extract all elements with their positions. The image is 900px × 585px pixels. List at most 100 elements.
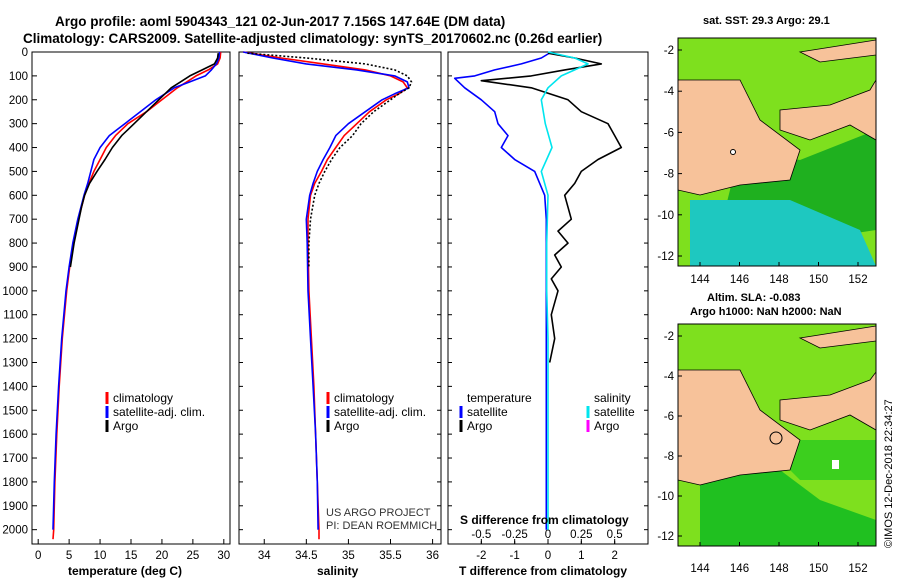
t-difference-x-axis: -2 -1 0 1 2	[476, 539, 618, 562]
x-tick-label: 35.5	[379, 550, 401, 562]
sst-land-new-ireland	[798, 39, 876, 63]
credit-line-2: PI: DEAN ROEMMICH	[326, 520, 437, 532]
series-line-s-satellite	[540, 51, 589, 530]
map-y-tick-label: -4	[664, 371, 675, 383]
series-line-climatology	[52, 51, 222, 540]
x2-tick-label: 0.25	[570, 529, 592, 541]
s-difference-x-axis: -0.5 -0.25 0 0.25 0.5	[471, 529, 623, 544]
series-line-satellite-adj-clim-	[243, 51, 410, 530]
salinity-series	[243, 51, 413, 540]
title-line-2: Climatology: CARS2009. Satellite-adjuste…	[23, 31, 602, 46]
sla-land-new-guinea	[678, 369, 801, 486]
x-tick-label: 35	[342, 550, 355, 562]
x-tick-label: 30	[217, 550, 230, 562]
map-y-tick-label: -10	[657, 491, 674, 503]
x2-tick-label: -0.25	[502, 529, 528, 541]
map-x-tick-label: 148	[769, 563, 788, 575]
map-y-tick-label: -6	[664, 411, 674, 423]
sla-map-title-line-1: Altim. SLA: -0.083	[707, 292, 801, 304]
depth-tick-label: 1800	[2, 477, 28, 489]
depth-tick-label: 1100	[3, 310, 28, 322]
x-tick-label: 25	[186, 550, 199, 562]
map-x-tick-label: 152	[848, 563, 867, 575]
salinity-plot-frame	[238, 51, 442, 545]
temperature-series	[52, 51, 222, 540]
s-difference-xlabel: S difference from climatology	[460, 513, 629, 527]
map-y-tick-label: -2	[664, 331, 674, 343]
series-line-argo	[247, 52, 413, 267]
legend-climatology: climatology	[113, 391, 173, 405]
sst-map-frame	[677, 37, 877, 267]
map-y-tick-label: -4	[664, 86, 675, 98]
map-x-tick-label: 144	[690, 563, 710, 575]
legend-title-temperature: temperature	[467, 391, 532, 405]
map-x-tick-label: 148	[769, 274, 788, 286]
depth-tick-label: 300	[9, 119, 28, 131]
temperature-xlabel: temperature (deg C)	[68, 564, 182, 578]
map-x-tick-label: 146	[730, 563, 749, 575]
x-tick-label: 36	[426, 550, 439, 562]
depth-tick-label: 500	[9, 166, 28, 178]
sst-map-x-axis: 144 146 148 150 152	[690, 262, 868, 286]
x-tick-label: 10	[94, 550, 107, 562]
sla-missing-data-patch	[832, 460, 839, 469]
legend-s-argo: Argo	[594, 419, 620, 433]
depth-axis: 0 100 200 300 400 500 600 700 800 900 1000 1100 1200…	[2, 47, 648, 537]
series-line-t-satellite	[453, 51, 552, 530]
salinity-panel: 34 34.5 35 35.5 36 salinity climatology sate…	[238, 51, 442, 578]
depth-tick-label: 1300	[2, 357, 28, 369]
sla-map-frame	[677, 323, 877, 547]
depth-tick-label: 1500	[2, 405, 28, 417]
legend-t-satellite: satellite	[467, 405, 508, 419]
depth-tick-label: 2000	[2, 525, 28, 537]
map-y-tick-label: -2	[664, 45, 674, 57]
depth-tick-label: 1400	[2, 381, 28, 393]
sst-map: sat. SST: 29.3 Argo: 29.1 -2 -4 -6 -8 -10 -12…	[657, 15, 877, 286]
x-tick-label: 1	[578, 550, 584, 562]
depth-tick-label: 1200	[2, 334, 28, 346]
depth-tick-label: 800	[9, 238, 28, 250]
map-x-tick-label: 146	[730, 274, 749, 286]
sla-map-title-line-2: Argo h1000: NaN h2000: NaN	[690, 306, 842, 318]
depth-tick-label: 1900	[2, 501, 28, 513]
difference-legend: temperature satellite Argo salinity sate…	[459, 391, 635, 433]
map-x-tick-label: 150	[809, 274, 828, 286]
series-line-argo	[69, 53, 219, 268]
map-y-tick-label: -8	[664, 169, 674, 181]
sst-land-new-britain	[779, 79, 876, 141]
map-x-tick-label: 150	[809, 563, 828, 575]
depth-tick-label: 900	[9, 262, 28, 274]
depth-tick-label: 700	[9, 214, 28, 226]
difference-panel: -2 -1 0 1 2 -0.5 -0.25 0 0.25 0.5 S difference f…	[447, 51, 649, 578]
legend-climatology: climatology	[334, 391, 394, 405]
map-y-tick-label: -10	[657, 210, 674, 222]
x2-tick-label: -0.5	[471, 529, 491, 541]
x-tick-label: 5	[66, 550, 72, 562]
x2-tick-label: 0	[545, 529, 551, 541]
map-y-tick-label: -8	[664, 451, 674, 463]
temperature-legend: climatology satellite-adj. clim. Argo	[105, 391, 205, 433]
legend-s-satellite: satellite	[594, 405, 635, 419]
x2-tick-label: 0.5	[607, 529, 623, 541]
sla-land-new-britain	[779, 371, 876, 431]
t-difference-xlabel: T difference from climatology	[459, 564, 627, 578]
depth-tick-label: 0	[22, 47, 28, 59]
sla-map-x-axis: 144 146 148 150 152	[690, 542, 868, 575]
sla-map-y-axis: -2 -4 -6 -8 -10 -12	[657, 331, 682, 543]
sst-sea-cool-region	[690, 200, 876, 266]
map-y-tick-label: -6	[664, 127, 674, 139]
sla-sea-region-2	[700, 470, 876, 546]
depth-tick-label: 1700	[2, 453, 28, 465]
argo-float-marker	[730, 149, 736, 155]
temperature-x-axis: 0 5 10 15 20 25 30	[35, 539, 230, 562]
legend-satellite: satellite-adj. clim.	[334, 405, 426, 419]
depth-tick-label: 400	[9, 143, 28, 155]
temperature-panel: 0100200300400500600700800900100011001200…	[2, 47, 648, 578]
depth-tick-label: 1600	[2, 429, 28, 441]
map-y-tick-label: -12	[657, 531, 674, 543]
salinity-legend: climatology satellite-adj. clim. Argo	[326, 391, 426, 433]
depth-tick-label: 600	[9, 190, 28, 202]
sla-map: Altim. SLA: -0.083 Argo h1000: NaN h2000…	[657, 292, 877, 575]
salinity-x-axis: 34 34.5 35 35.5 36	[258, 539, 439, 562]
sla-land-new-ireland	[798, 325, 876, 349]
